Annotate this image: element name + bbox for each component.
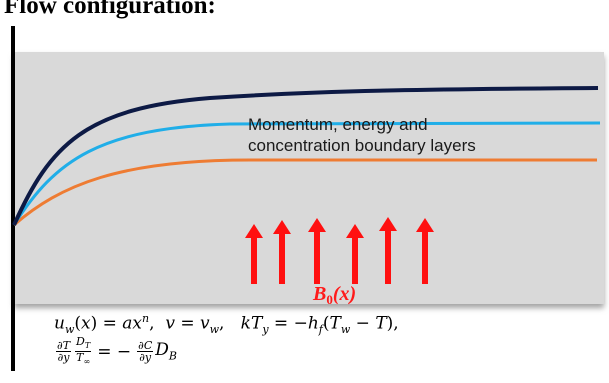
- wall-plate: [11, 26, 15, 371]
- magnetic-field-arrow-icon: [273, 220, 291, 284]
- caption-line-1: Momentum, energy and: [248, 115, 428, 134]
- caption-line-2: concentration boundary layers: [248, 136, 476, 155]
- magnetic-field-arrow-icon: [308, 218, 326, 284]
- momentum-boundary-layer-curve: [12, 86, 599, 226]
- magnetic-field-arrow-icon: [416, 218, 434, 284]
- energy-boundary-layer-curve: [12, 121, 601, 226]
- magnetic-field-arrow-icon: [245, 224, 263, 284]
- concentration-boundary-layer-curve: [13, 158, 597, 227]
- magnetic-field-arrow-icon: [379, 217, 397, 284]
- magnetic-field-arrows: [245, 217, 434, 284]
- magnetic-field-arrow-icon: [346, 224, 364, 284]
- boundary-layers-caption: Momentum, energy and concentration bound…: [248, 115, 476, 155]
- page-heading: Flow configuration:: [4, 0, 216, 19]
- magnetic-field-label: B0(x): [312, 283, 356, 307]
- boundary-condition-line-2: ∂T ∂y DT T∞ = − ∂C ∂y DB: [56, 335, 177, 367]
- boundary-condition-line-1: uw(x) = axn, v = vw, kTy = −hf(Tw − T),: [54, 312, 399, 337]
